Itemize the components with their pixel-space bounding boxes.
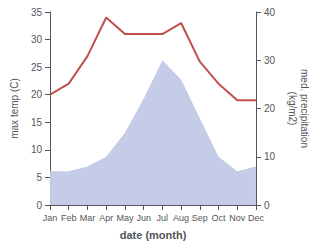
svg-text:20: 20 (264, 103, 276, 114)
svg-text:0: 0 (264, 200, 270, 211)
svg-text:15: 15 (31, 117, 43, 128)
svg-text:Aug: Aug (173, 213, 189, 223)
svg-text:Mar: Mar (80, 213, 96, 223)
svg-text:(kg/m2): (kg/m2) (287, 92, 298, 126)
svg-text:40: 40 (264, 7, 276, 18)
svg-text:Sep: Sep (192, 213, 208, 223)
svg-text:med. precipitation: med. precipitation (299, 69, 310, 148)
svg-text:Nov: Nov (229, 213, 246, 223)
svg-text:max temp (C): max temp (C) (9, 78, 20, 139)
svg-text:35: 35 (31, 7, 43, 18)
svg-text:30: 30 (31, 34, 43, 45)
svg-text:May: May (116, 213, 134, 223)
svg-text:0: 0 (36, 200, 42, 211)
svg-text:10: 10 (264, 151, 276, 162)
svg-text:Feb: Feb (61, 213, 77, 223)
svg-text:5: 5 (36, 172, 42, 183)
svg-text:20: 20 (31, 89, 43, 100)
svg-text:Apr: Apr (99, 213, 113, 223)
svg-text:Oct: Oct (212, 213, 227, 223)
svg-text:10: 10 (31, 144, 43, 155)
svg-text:Jun: Jun (136, 213, 151, 223)
svg-text:Jul: Jul (157, 213, 169, 223)
svg-text:date (month): date (month) (120, 229, 187, 241)
svg-text:30: 30 (264, 55, 276, 66)
svg-text:Dec: Dec (248, 213, 265, 223)
svg-text:Jan: Jan (43, 213, 58, 223)
svg-text:25: 25 (31, 62, 43, 73)
